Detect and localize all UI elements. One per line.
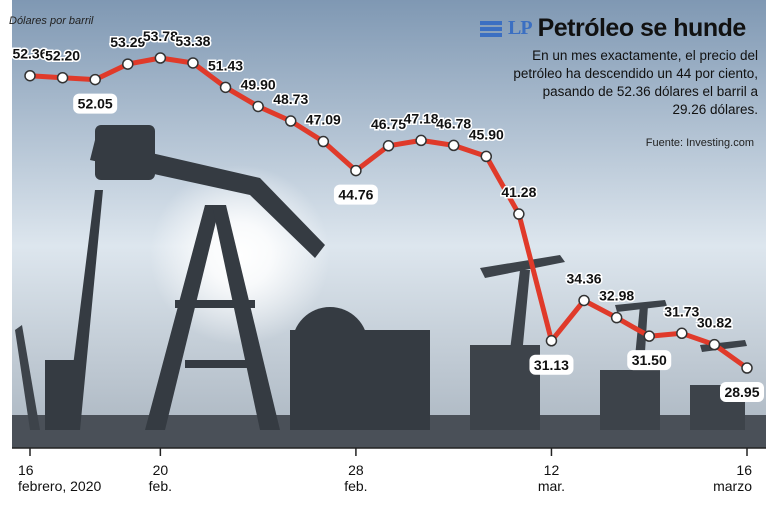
data-point <box>741 362 753 374</box>
svg-text:53.38: 53.38 <box>175 33 210 49</box>
data-label: 31.50 <box>627 350 672 371</box>
svg-text:28.95: 28.95 <box>724 384 759 400</box>
data-point <box>513 208 525 220</box>
data-point <box>154 52 167 64</box>
x-tick-label: 28 feb. <box>344 462 368 494</box>
data-point <box>350 164 362 177</box>
svg-text:31.13: 31.13 <box>534 357 569 373</box>
brand-logo: LP <box>508 17 533 39</box>
data-label: 52.36 <box>11 44 49 63</box>
svg-text:41.28: 41.28 <box>501 184 536 200</box>
svg-text:47.09: 47.09 <box>306 112 341 128</box>
data-label: 32.98 <box>598 286 636 305</box>
svg-text:53.78: 53.78 <box>143 28 178 44</box>
data-point <box>643 330 655 342</box>
svg-text:44.76: 44.76 <box>338 187 373 203</box>
svg-text:45.90: 45.90 <box>469 126 504 142</box>
data-label: 51.43 <box>207 56 245 75</box>
data-point <box>480 150 493 163</box>
data-point <box>415 134 427 147</box>
svg-text:32.98: 32.98 <box>599 288 634 304</box>
data-point <box>578 294 590 307</box>
data-label: 47.09 <box>304 110 342 129</box>
data-label: 53.29 <box>109 33 147 52</box>
svg-text:52.36: 52.36 <box>12 46 47 62</box>
x-tick-label: 16 febrero, 2020 <box>18 462 102 494</box>
source-note: Fuente: Investing.com <box>645 137 754 149</box>
data-label: 49.90 <box>239 75 277 94</box>
background-photo <box>12 0 766 448</box>
data-label: 31.13 <box>529 354 574 375</box>
data-label: 48.73 <box>272 90 310 109</box>
svg-text:46.75: 46.75 <box>371 116 406 132</box>
data-label: 53.78 <box>141 27 179 46</box>
data-point <box>610 311 623 324</box>
svg-text:46.78: 46.78 <box>436 115 471 131</box>
data-point <box>219 81 232 94</box>
data-label: 52.05 <box>73 93 118 114</box>
data-point <box>676 327 688 340</box>
header-brand: LP Petróleo se hunde <box>480 14 746 43</box>
data-label: 46.75 <box>369 114 407 133</box>
svg-text:31.50: 31.50 <box>632 352 667 368</box>
data-point <box>545 335 558 347</box>
data-point <box>24 69 36 82</box>
data-label: 34.36 <box>565 269 603 288</box>
data-label: 46.78 <box>435 114 473 133</box>
y-axis-unit-label: Dólares por barril <box>9 15 94 27</box>
data-point <box>284 115 297 127</box>
x-tick-label: 16 marzo <box>713 462 752 494</box>
data-point <box>122 58 134 70</box>
svg-text:52.05: 52.05 <box>78 96 113 112</box>
data-point <box>382 140 395 152</box>
svg-text:52.20: 52.20 <box>45 48 80 64</box>
data-point <box>447 139 460 152</box>
data-point <box>187 57 199 69</box>
svg-text:48.73: 48.73 <box>273 91 308 107</box>
data-label: 28.95 <box>720 382 764 402</box>
svg-text:47.18: 47.18 <box>404 110 439 126</box>
data-label: 41.28 <box>500 183 538 202</box>
data-label: 44.76 <box>333 184 378 205</box>
svg-text:49.90: 49.90 <box>241 76 276 92</box>
description: En un mes exactamente, el precio del pet… <box>513 48 758 117</box>
svg-text:53.29: 53.29 <box>110 34 145 50</box>
page-title: Petróleo se hunde <box>537 14 747 42</box>
data-point <box>56 71 69 84</box>
svg-text:51.43: 51.43 <box>208 57 243 73</box>
data-label: 52.20 <box>44 46 82 65</box>
x-tick-label: 12 mar. <box>537 462 566 494</box>
data-label: 53.38 <box>174 31 212 50</box>
data-point <box>317 135 330 148</box>
data-label: 47.18 <box>402 109 440 128</box>
data-point <box>252 100 264 113</box>
data-label: 31.73 <box>663 302 701 321</box>
svg-text:31.73: 31.73 <box>664 303 699 319</box>
flag-icon <box>480 20 502 37</box>
data-label: 30.82 <box>695 313 733 332</box>
svg-text:30.82: 30.82 <box>697 315 732 331</box>
data-point <box>708 338 721 351</box>
x-tick-label: 20 feb. <box>148 462 173 494</box>
data-label: 45.90 <box>467 125 505 144</box>
data-point <box>89 73 101 86</box>
svg-text:34.36: 34.36 <box>567 270 602 286</box>
